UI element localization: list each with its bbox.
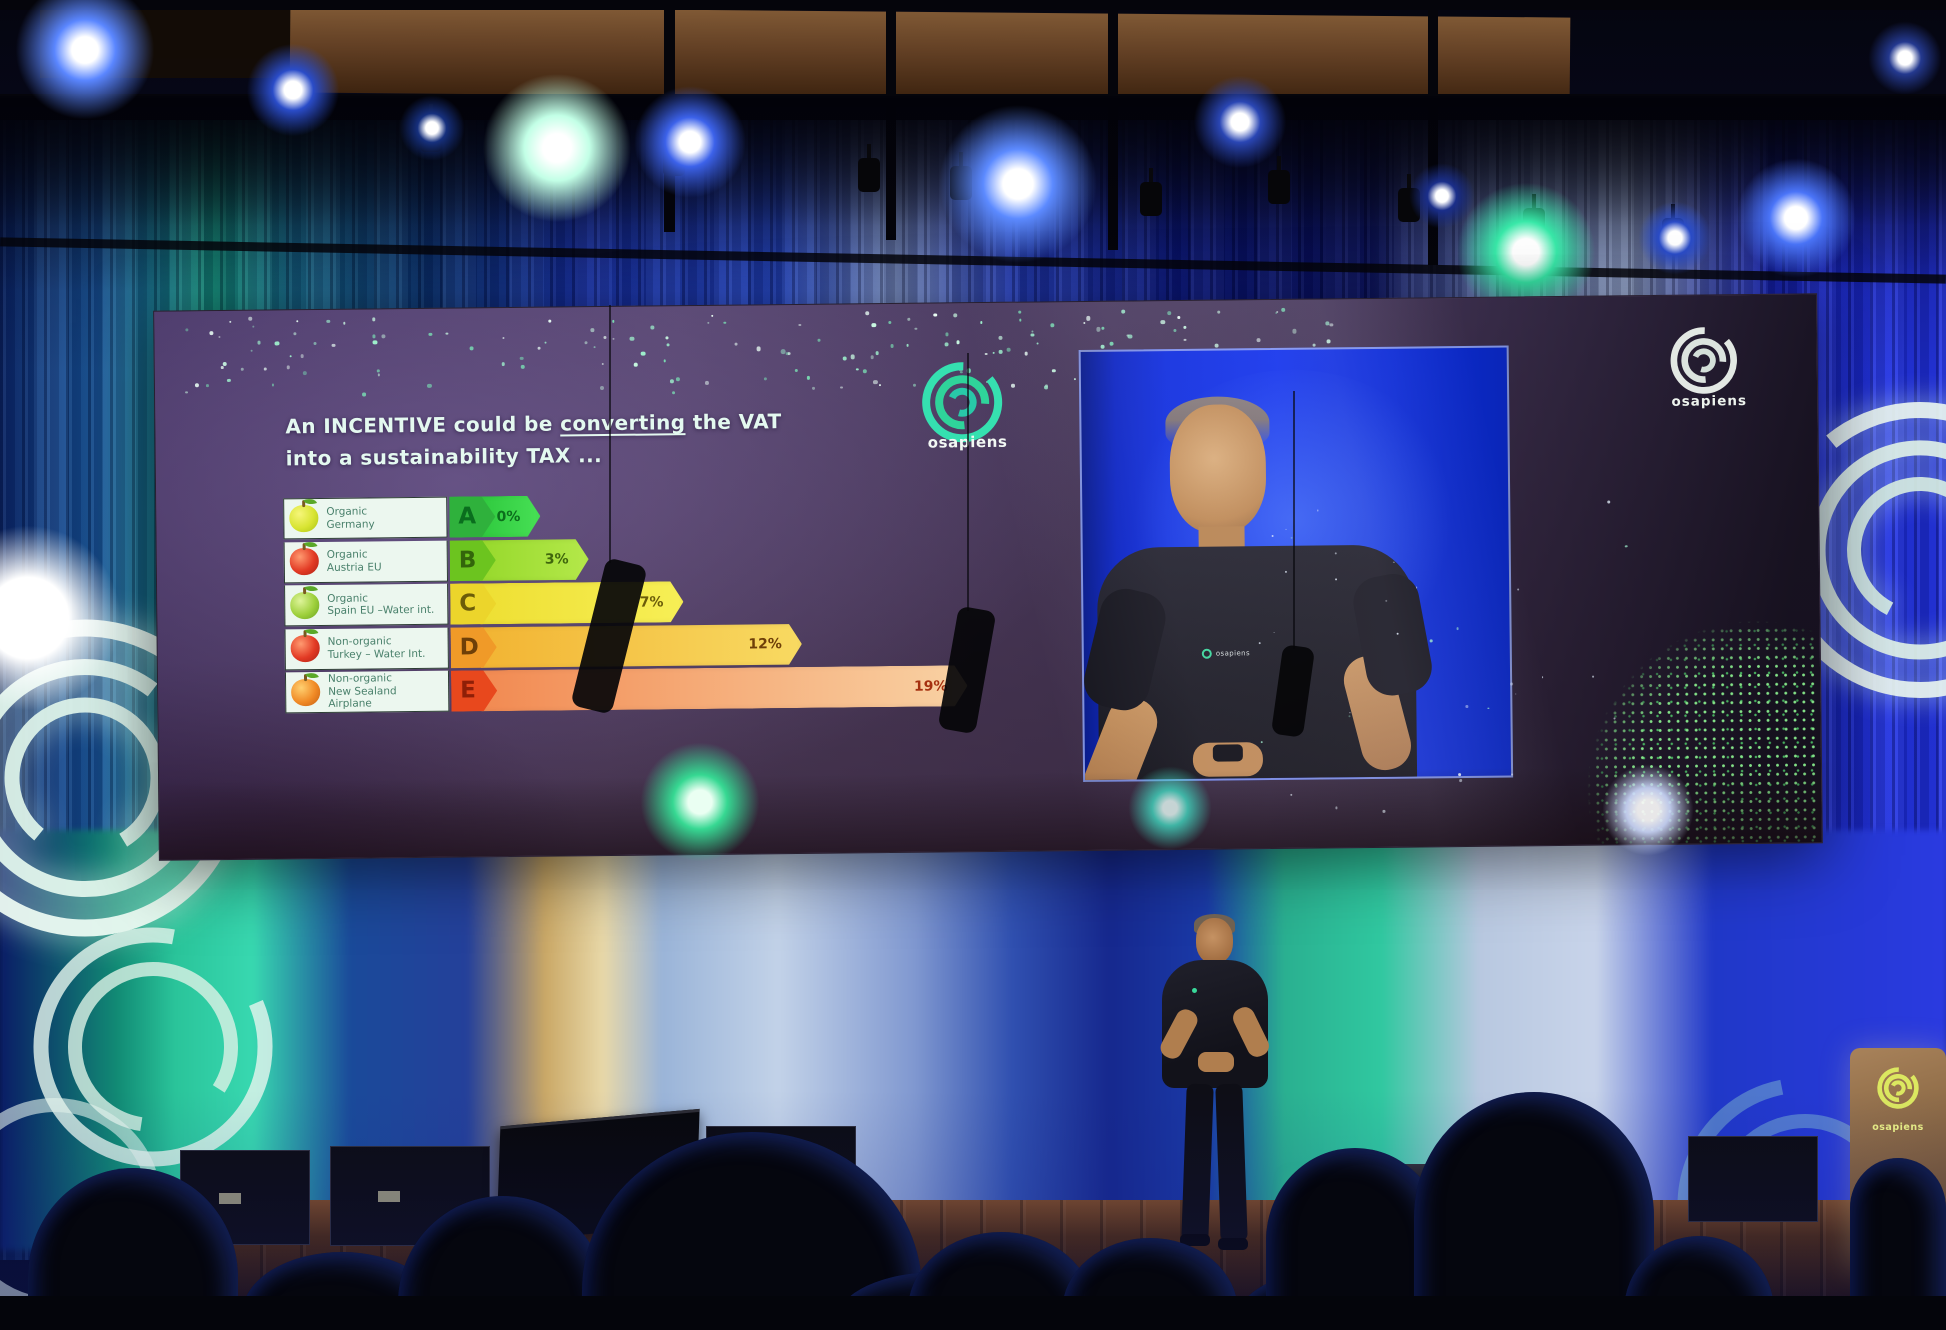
audience-head [1414, 1092, 1654, 1330]
row-label-line: Turkey – Water Int. [327, 647, 426, 661]
bar-wrap: 19% E [451, 665, 968, 711]
row-label-line: Non-organic [327, 635, 392, 649]
moving-head-light-fixture [950, 166, 972, 200]
moving-head-light-fixture [1398, 188, 1420, 222]
row-label-text: Organic Spain EU –Water int. [327, 591, 434, 617]
slide-title-line2: into a sustainability TAX ... [285, 443, 603, 471]
value-bar: 19% [481, 665, 968, 711]
screen-bottom-shade [159, 764, 1822, 860]
row-label-cell: Non-organic Turkey – Water Int. [284, 627, 449, 670]
fixture-stem [1532, 194, 1536, 209]
row-label-line: New Sealand [328, 685, 397, 698]
fixture-stem [1671, 204, 1675, 219]
row-label-text: Non-organic New Sealand Airplane [328, 673, 397, 711]
orange-apple-icon [291, 678, 321, 706]
bar-wrap: 7% C [450, 581, 684, 624]
value-bar: 12% [480, 623, 802, 667]
case-label [378, 1191, 400, 1202]
row-label-line: Germany [326, 517, 375, 531]
red-apple-icon [289, 548, 319, 576]
truss-bar [0, 0, 1946, 10]
value-label: 12% [748, 636, 782, 653]
green-apple-icon [290, 591, 320, 619]
fixture-stem [429, 104, 433, 119]
shirt-logo-dot-icon [1192, 988, 1197, 993]
osapiens-rings-logo-icon [922, 362, 1003, 443]
value-label: 19% [913, 677, 948, 695]
fixture-stem [1277, 156, 1281, 171]
value-label: 7% [639, 593, 664, 611]
moving-head-light-fixture [1662, 218, 1684, 252]
fixture-stem [1407, 174, 1411, 189]
equipment-case [1688, 1136, 1818, 1222]
yellow-apple-icon [289, 505, 319, 533]
moving-head-light-fixture [1268, 170, 1290, 204]
value-label: 0% [496, 508, 521, 525]
row-label-cell: Organic Austria EU [283, 540, 449, 583]
chart-row: Organic Germany 0% A [283, 491, 966, 540]
speaker-shoe [1218, 1238, 1248, 1250]
bottom-shadow-band [0, 1296, 1946, 1330]
fixture-cable [967, 353, 969, 611]
bar-wrap: 0% A [449, 496, 540, 538]
speaker-on-stage [1157, 914, 1290, 1250]
value-bar: 7% [480, 581, 684, 624]
row-label-cell: Non-organic New Sealand Airplane [284, 670, 450, 714]
slide-title-line1: An INCENTIVE could be converting the VAT [285, 409, 782, 439]
value-label: 3% [544, 551, 569, 568]
upper-curtain-shadow [0, 98, 1946, 313]
fixture-stem [554, 118, 558, 133]
osapiens-wordmark: osapiens [1671, 393, 1748, 410]
moving-head-light-fixture [1523, 208, 1545, 242]
speaker-shoe [1180, 1234, 1210, 1246]
ceiling-wood-beam [289, 6, 1571, 104]
osapiens-rings-logo-icon [1670, 327, 1737, 394]
underlined-word: converting [559, 410, 686, 436]
row-label-cell: Organic Spain EU –Water int. [284, 583, 449, 627]
moving-head-light-fixture [1140, 182, 1162, 216]
slide-title: An INCENTIVE could be converting the VAT… [285, 405, 782, 474]
fixture-stem [672, 128, 676, 143]
row-label-line: Organic [326, 505, 368, 519]
fixture-cable [609, 305, 611, 563]
row-label-line: Non-organic [327, 672, 393, 686]
value-bar: 3% [480, 539, 589, 581]
fixture-cable [1293, 391, 1295, 649]
row-label-cell: Organic Germany [283, 496, 448, 540]
osapiens-rings-logo-icon [1877, 1067, 1919, 1109]
fixture-stem [1149, 168, 1153, 183]
row-label-line: Spain EU –Water int. [327, 603, 435, 617]
fixture-stem [959, 152, 963, 167]
left-lower-rings-projection-icon [33, 927, 273, 1167]
shirt-logo-text: osapiens [1215, 649, 1251, 658]
red-apple-icon [290, 635, 320, 663]
shirt-osapiens-logo: osapiens [1201, 648, 1251, 659]
speaker-head [1169, 404, 1267, 534]
row-label-text: Organic Germany [326, 506, 375, 531]
row-label-line: Organic [327, 592, 369, 605]
case-label [219, 1192, 241, 1204]
moving-head-light-fixture [858, 158, 880, 192]
speaker-head [1196, 918, 1233, 964]
bar-wrap: 3% B [450, 539, 589, 581]
row-label-text: Non-organic Turkey – Water Int. [328, 635, 426, 661]
projection-screen: An INCENTIVE could be converting the VAT… [153, 293, 1823, 861]
osapiens-wordmark: osapiens [1850, 1122, 1946, 1133]
row-label-line: Airplane [328, 697, 372, 711]
stage-light-glow [1866, 19, 1944, 97]
moving-head-light-fixture [663, 142, 685, 176]
presenter-clicker [1212, 744, 1243, 762]
ceiling-wood-dark [40, 0, 300, 78]
row-label-line: Austria EU [326, 560, 382, 574]
right-rings-projection-icon [1772, 402, 1946, 698]
osapiens-ring-icon [1201, 648, 1212, 659]
moving-head-light-fixture [420, 118, 442, 152]
row-label-text: Organic Austria EU [326, 548, 382, 574]
speaker-hands [1198, 1052, 1234, 1072]
fixture-stem [867, 144, 871, 159]
moving-head-light-fixture [545, 132, 567, 166]
row-label-line: Organic [326, 548, 368, 562]
chart-row: Non-organic New Sealand Airplane 19% E [284, 665, 968, 714]
